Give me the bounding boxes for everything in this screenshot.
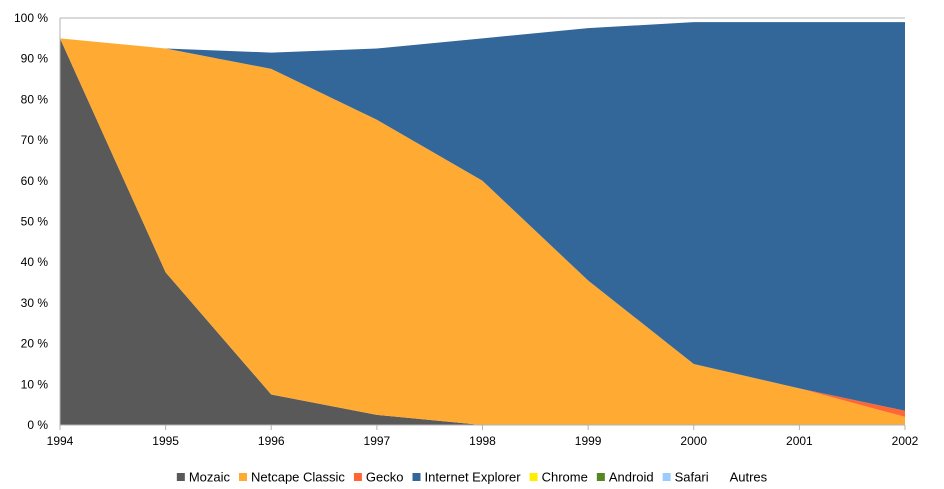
legend-label: Netcape Classic (251, 470, 345, 485)
legend-label: Chrome (542, 470, 588, 485)
legend-swatch (529, 473, 538, 481)
legend-item-mozaic: Mozaic (176, 470, 231, 485)
y-tick-label: 10 % (21, 377, 49, 391)
legend-swatch (176, 473, 185, 481)
x-tick-label: 2002 (892, 434, 919, 448)
legend-label: Safari (675, 470, 709, 485)
legend-item-netcape-classic: Netcape Classic (238, 470, 345, 485)
legend-item-autres: Autres (717, 470, 768, 485)
legend-swatch (717, 473, 726, 481)
axes (59, 18, 906, 430)
x-tick-label: 1996 (258, 434, 285, 448)
legend-label: Gecko (366, 470, 404, 485)
y-tick-label: 60 % (21, 174, 49, 188)
legend-label: Android (609, 470, 654, 485)
legend-swatch (596, 473, 605, 481)
legend-item-android: Android (596, 470, 654, 485)
x-tick-labels: 1994 1995 1996 1997 1998 1999 2000 2001 2002 (47, 434, 919, 448)
legend-item-safari: Safari (662, 470, 709, 485)
legend-label: Autres (730, 470, 768, 485)
x-tick-label: 2000 (680, 434, 707, 448)
legend-item-gecko: Gecko (353, 470, 404, 485)
y-tick-label: 40 % (21, 255, 49, 269)
x-tick-label: 1998 (469, 434, 496, 448)
y-tick-label: 80 % (21, 92, 49, 106)
x-tick-label: 2001 (786, 434, 813, 448)
area-netcape-classic (60, 38, 905, 425)
y-tick-labels: 0 % 10 % 20 % 30 % 40 % 50 % 60 % 70 % 80 % 90 % 1… (14, 11, 48, 432)
x-tick-label: 1999 (575, 434, 602, 448)
x-tick-label: 1994 (47, 434, 74, 448)
area-internet-explorer (60, 22, 905, 411)
legend-label: Internet Explorer (424, 470, 521, 485)
legend-item-chrome: Chrome (529, 470, 588, 485)
legend-swatch (412, 473, 421, 481)
area-mozaic (60, 38, 905, 425)
y-tick-label: 90 % (21, 52, 49, 66)
legend-label: Mozaic (189, 470, 231, 485)
x-tick-label: 1997 (364, 434, 391, 448)
series-areas (60, 22, 905, 425)
legend-swatch (353, 473, 362, 481)
legend-swatch (662, 473, 671, 481)
y-tick-label: 50 % (21, 215, 49, 229)
legend-swatch (238, 473, 247, 481)
y-tick-label: 20 % (21, 337, 49, 351)
y-tick-label: 30 % (21, 296, 49, 310)
y-tick-label: 0 % (27, 418, 48, 432)
legend: Mozaic Netcape Classic Gecko Internet Explo… (176, 470, 768, 485)
x-tick-label: 1995 (152, 434, 179, 448)
legend-item-internet-explorer: Internet Explorer (412, 470, 521, 485)
y-tick-label: 70 % (21, 133, 49, 147)
y-tick-label: 100 % (14, 11, 48, 25)
